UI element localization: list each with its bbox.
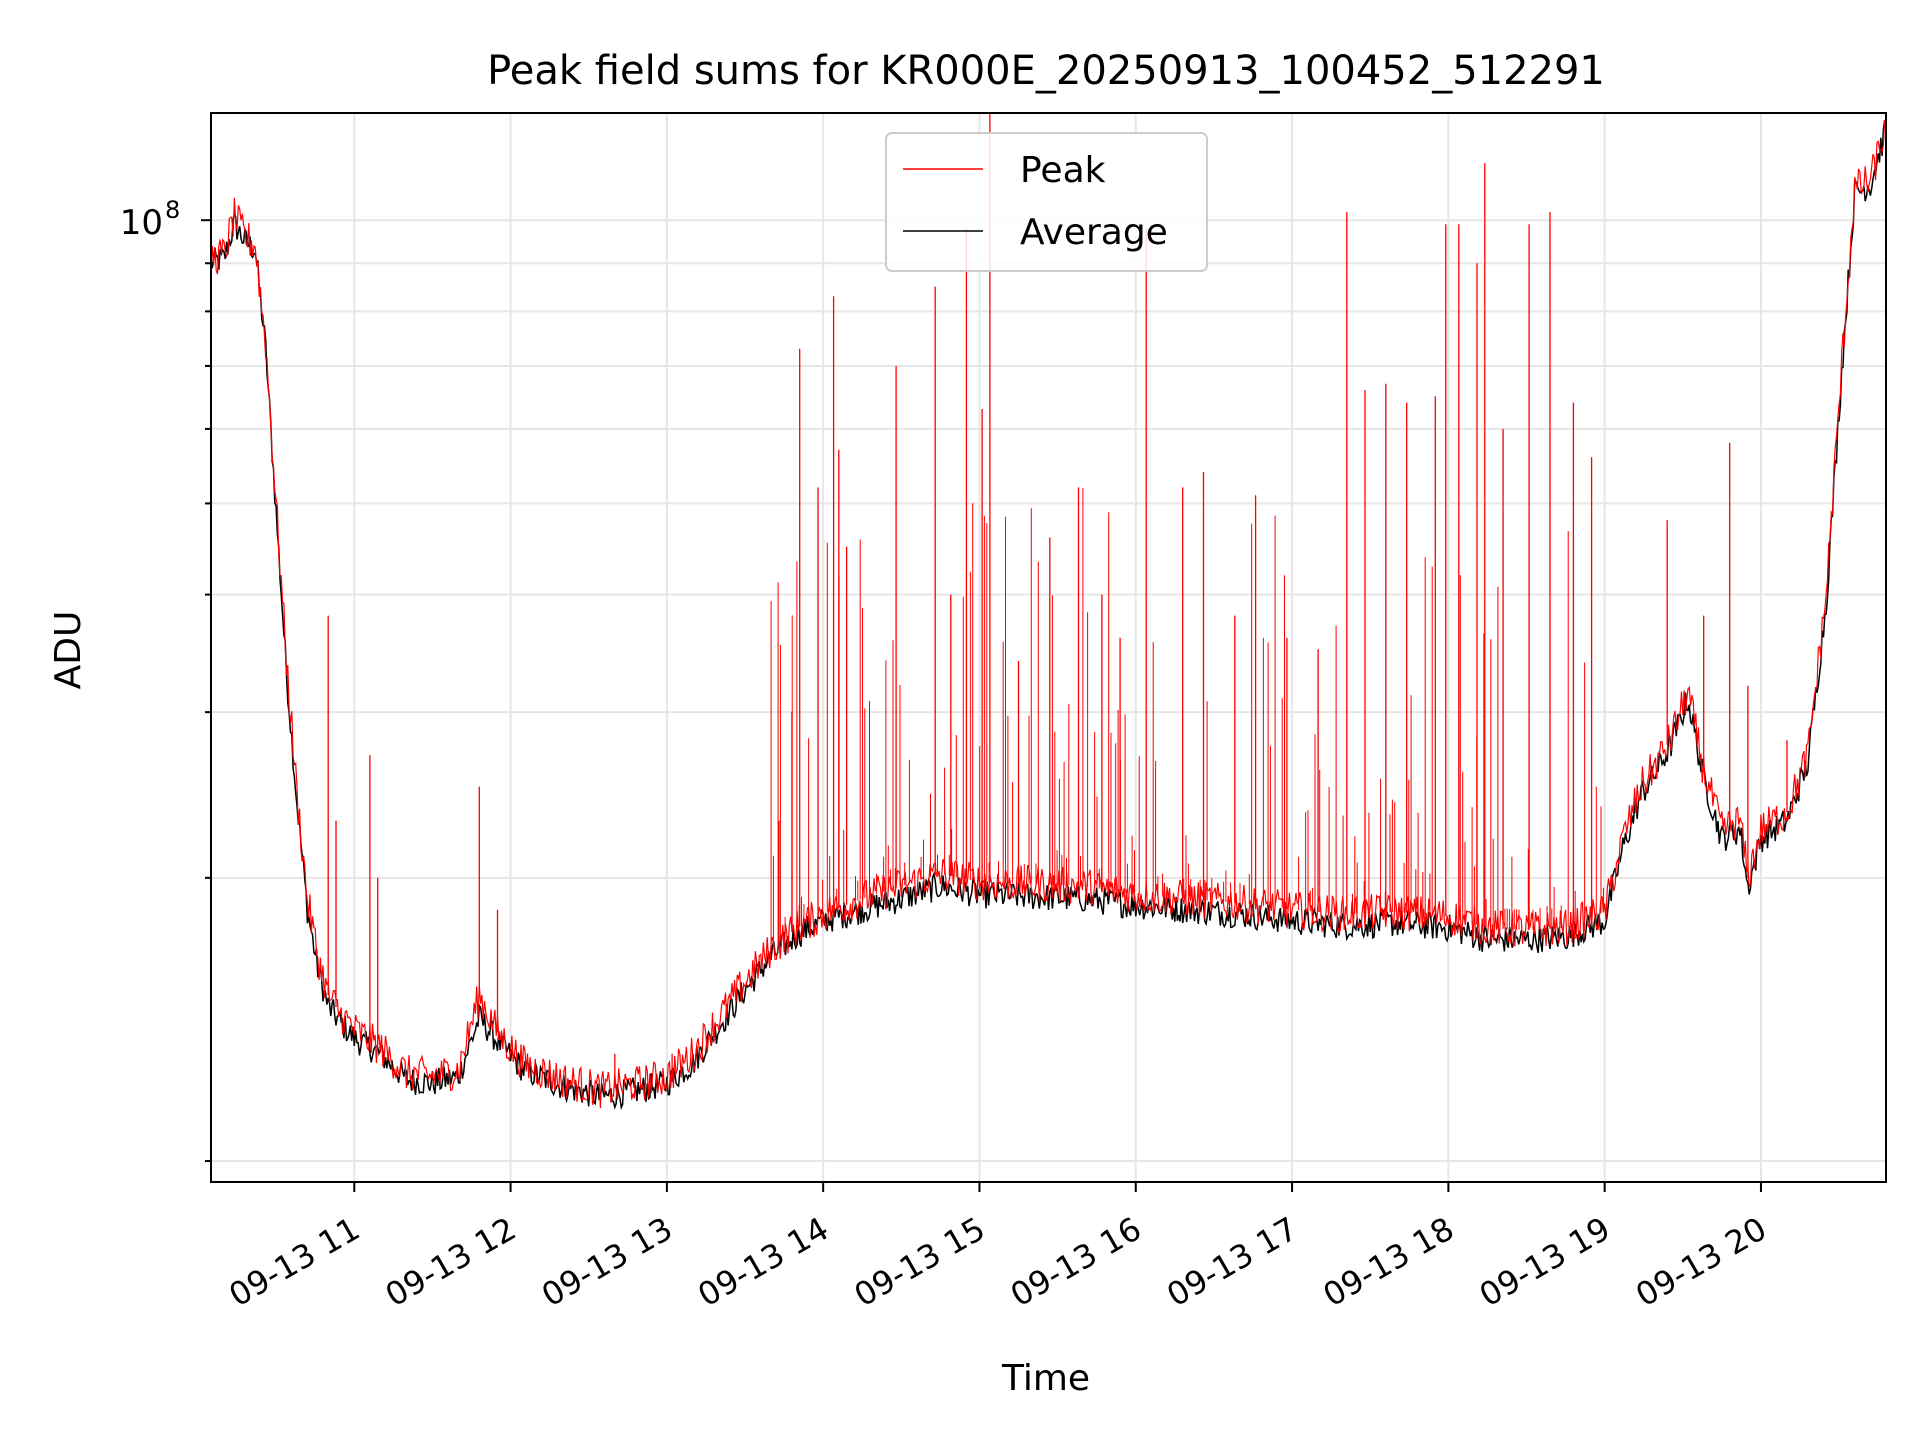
peak-line <box>210 119 1887 1109</box>
chart-title: Peak field sums for KR000E_20250913_1004… <box>487 48 1605 94</box>
y-tick-label: 10 <box>120 203 163 243</box>
legend-peak-label: Peak <box>1020 150 1106 191</box>
legend: Peak Average <box>885 132 1208 272</box>
average-line <box>210 119 1887 1111</box>
average-series <box>210 119 1887 1111</box>
peak-series <box>210 113 1887 1109</box>
grid <box>211 113 1886 1182</box>
y-tick-exponent: 8 <box>165 196 180 224</box>
plot-frame <box>210 112 1887 1183</box>
legend-average-label: Average <box>1020 212 1168 253</box>
y-axis-label: ADU <box>48 611 89 690</box>
x-axis-label: Time <box>1001 1358 1090 1399</box>
legend-box <box>885 132 1208 272</box>
